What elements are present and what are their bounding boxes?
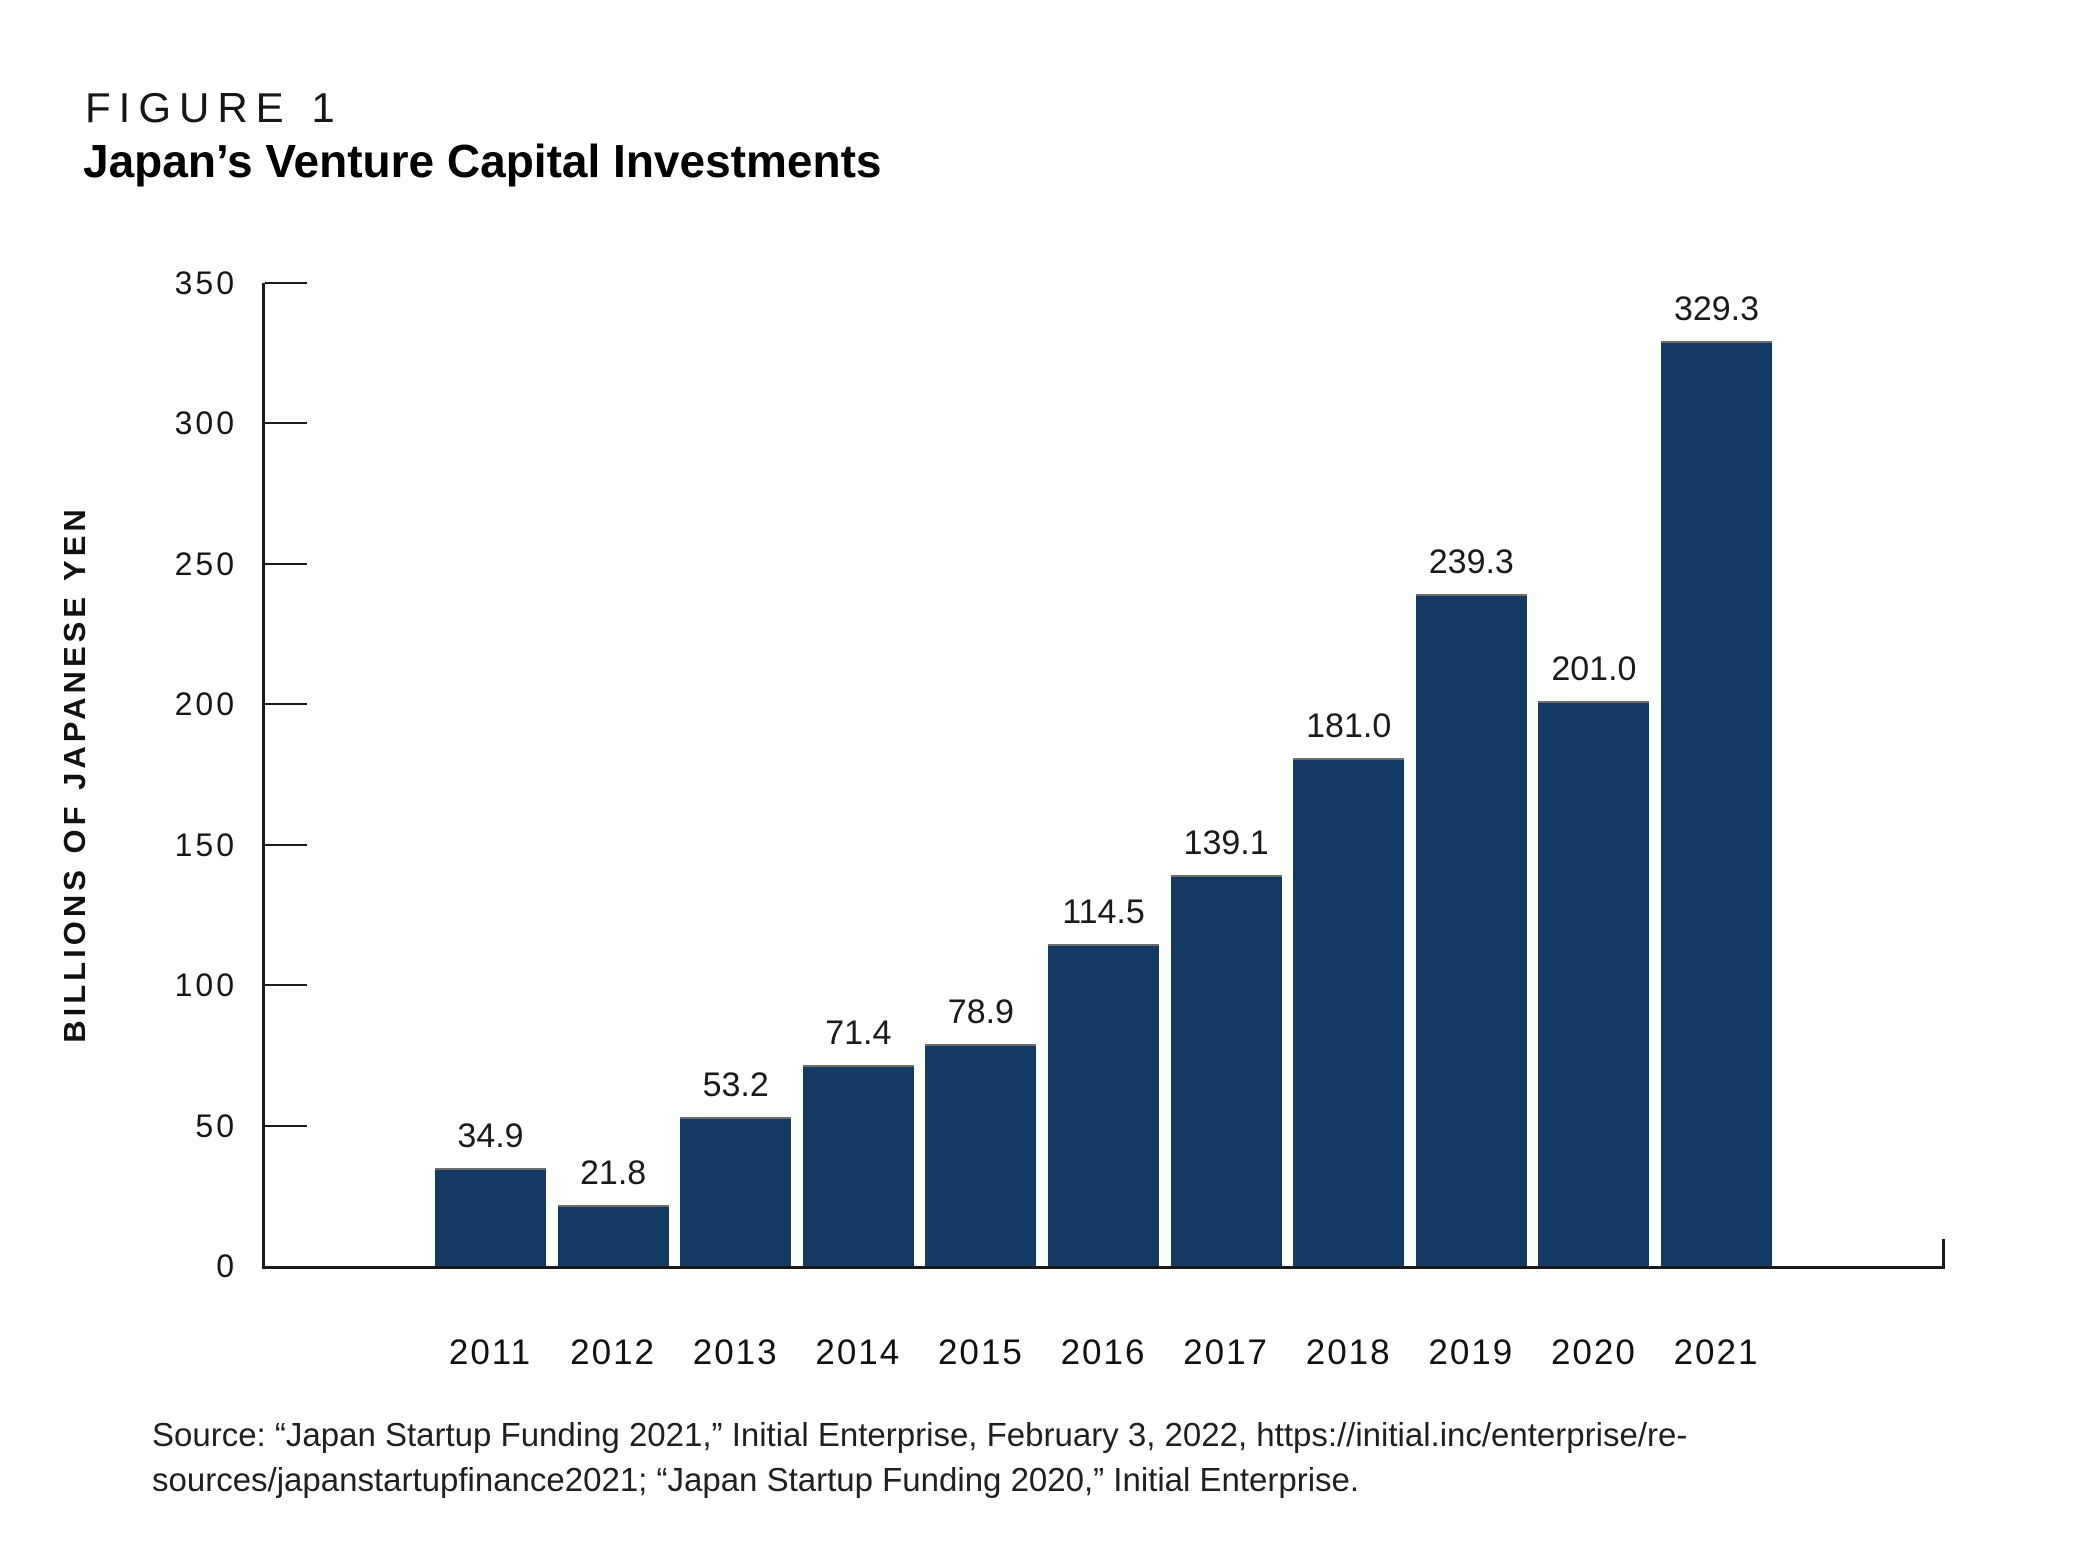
- bar-value-label-2018: 181.0: [1306, 707, 1392, 745]
- bar-value-label-2013: 53.2: [702, 1066, 769, 1104]
- x-axis-line: [262, 1266, 1945, 1269]
- y-tick-line-300: [265, 422, 307, 425]
- y-tick-line-250: [265, 562, 307, 565]
- bar-2012: [557, 1205, 669, 1266]
- x-tick-label-2012: 2012: [570, 1333, 657, 1372]
- bar-value-label-2011: 34.9: [457, 1117, 524, 1155]
- x-tick-label-2014: 2014: [815, 1333, 902, 1372]
- y-tick-label-50: 50: [195, 1107, 237, 1144]
- bar-2016: [1048, 944, 1159, 1266]
- bar-2011: [435, 1168, 546, 1266]
- x-axis-end-tick: [1942, 1239, 1945, 1266]
- x-tick-label-2017: 2017: [1183, 1333, 1270, 1372]
- figure-label: FIGURE 1: [85, 84, 343, 131]
- bar-2015: [925, 1044, 1037, 1266]
- source-line-2: sources/japanstartupfinance2021; “Japan …: [152, 1461, 1360, 1498]
- x-tick-label-2013: 2013: [692, 1333, 779, 1372]
- y-axis-line: [262, 283, 265, 1269]
- bar-2020: [1538, 701, 1650, 1266]
- bar-value-label-2014: 71.4: [825, 1014, 892, 1052]
- bar-2013: [680, 1117, 792, 1266]
- bar-value-label-2021: 329.3: [1673, 290, 1760, 328]
- bar-2021: [1661, 341, 1772, 1266]
- bar-value-label-2019: 239.3: [1428, 543, 1514, 581]
- y-tick-label-300: 300: [174, 405, 237, 442]
- figure-title: Japan’s Venture Capital Investments: [83, 135, 882, 187]
- bar-value-label-2015: 78.9: [947, 993, 1014, 1031]
- bar-2018: [1293, 758, 1405, 1266]
- bar-value-label-2020: 201.0: [1551, 650, 1637, 688]
- y-tick-line-100: [265, 984, 307, 987]
- bar-value-label-2017: 139.1: [1183, 824, 1269, 862]
- bar-value-label-2016: 114.5: [1062, 893, 1145, 931]
- y-tick-label-150: 150: [174, 826, 237, 863]
- y-tick-label-250: 250: [174, 545, 237, 582]
- plot-area: 0 50 100 150 200 250 300 350 34.9 2011 21.8 2012 53.…: [175, 265, 1945, 1372]
- y-tick-label-100: 100: [174, 967, 237, 1004]
- bar-2019: [1415, 594, 1527, 1266]
- x-tick-label-2016: 2016: [1060, 1333, 1147, 1372]
- x-tick-label-2015: 2015: [937, 1333, 1024, 1372]
- source-line-1: Source: “Japan Startup Funding 2021,” In…: [152, 1416, 1688, 1453]
- y-axis-title: BILLIONS OF JAPANESE YEN: [57, 505, 92, 1043]
- y-tick-line-350: [265, 282, 307, 284]
- source-note: Source: “Japan Startup Funding 2021,” In…: [152, 1412, 1687, 1502]
- x-tick-label-2021: 2021: [1673, 1333, 1760, 1372]
- y-tick-line-50: [265, 1124, 307, 1127]
- y-tick-line-200: [265, 703, 307, 706]
- y-tick-label-350: 350: [174, 265, 237, 301]
- x-tick-label-2020: 2020: [1550, 1333, 1637, 1372]
- y-tick-line-150: [265, 843, 307, 846]
- x-tick-label-2011: 2011: [448, 1333, 533, 1372]
- x-tick-label-2019: 2019: [1428, 1333, 1515, 1372]
- bar-2017: [1170, 875, 1282, 1266]
- bar-2014: [802, 1065, 914, 1266]
- y-tick-label-0: 0: [216, 1248, 237, 1284]
- y-tick-label-200: 200: [174, 686, 237, 723]
- x-tick-label-2018: 2018: [1305, 1333, 1392, 1372]
- bar-value-label-2012: 21.8: [580, 1154, 647, 1192]
